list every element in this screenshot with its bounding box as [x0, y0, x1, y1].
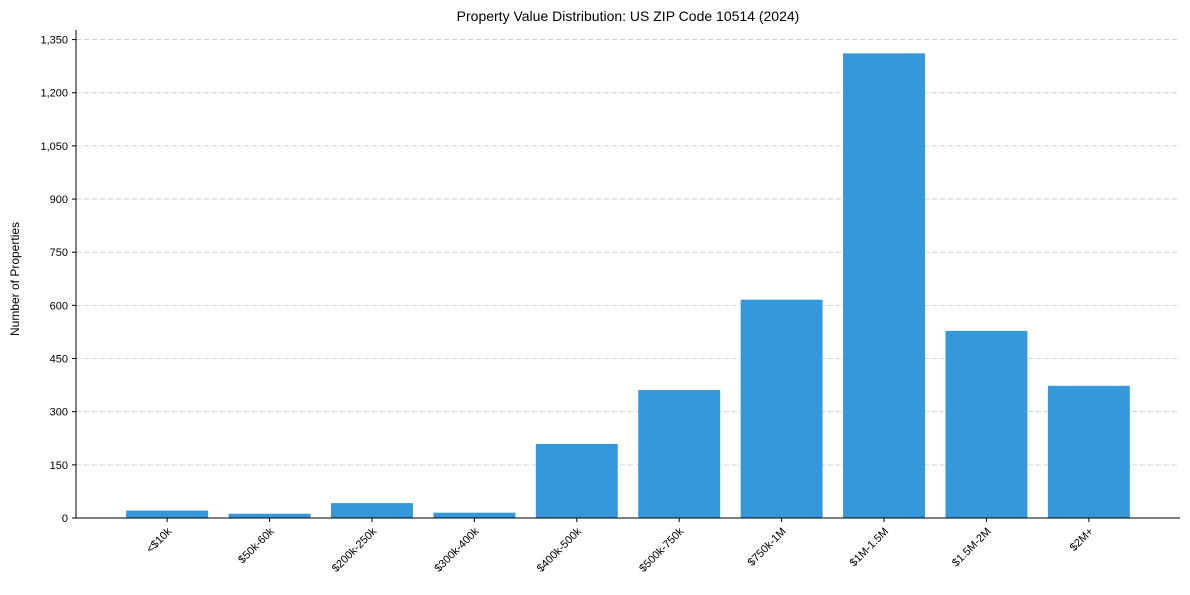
- bar-9: [1047, 385, 1130, 518]
- bar-8: [945, 330, 1028, 518]
- y-tick-label: 450: [50, 354, 68, 366]
- bar-5: [638, 390, 721, 518]
- bar-3: [433, 512, 516, 518]
- y-axis-label: Number of Properties: [8, 222, 22, 336]
- y-tick-label: 1,200: [40, 88, 68, 100]
- x-tick-label: $300k-400k: [432, 525, 481, 574]
- y-tick-label: 1,050: [40, 141, 68, 153]
- chart-title: Property Value Distribution: US ZIP Code…: [457, 8, 800, 24]
- x-tick-label: $50k-60k: [236, 525, 277, 566]
- x-tick-label: $750k-1M: [746, 526, 789, 569]
- y-tick-label: 0: [62, 513, 68, 525]
- bar-4: [535, 443, 618, 518]
- bar-0: [126, 510, 209, 518]
- x-tick-label: $1M-1.5M: [848, 526, 892, 570]
- y-tick-label: 750: [50, 247, 68, 259]
- x-tick-label: $400k-500k: [535, 525, 584, 574]
- y-tick-label: 900: [50, 194, 68, 206]
- x-tick-label: $500k-750k: [637, 525, 686, 574]
- y-tick-label: 150: [50, 460, 68, 472]
- x-tick-label: $200k-250k: [330, 525, 379, 574]
- bar-2: [331, 503, 413, 518]
- x-tick-label: $2M+: [1068, 526, 1096, 554]
- y-tick-label: 600: [50, 300, 68, 312]
- x-tick-label: $1.5M-2M: [950, 526, 994, 570]
- y-tick-label: 1,350: [40, 35, 68, 47]
- bar-6: [740, 299, 823, 518]
- bar-1: [228, 513, 311, 518]
- bar-7: [843, 53, 925, 518]
- x-tick-label: <$10k: [144, 525, 174, 555]
- y-tick-label: 300: [50, 407, 68, 419]
